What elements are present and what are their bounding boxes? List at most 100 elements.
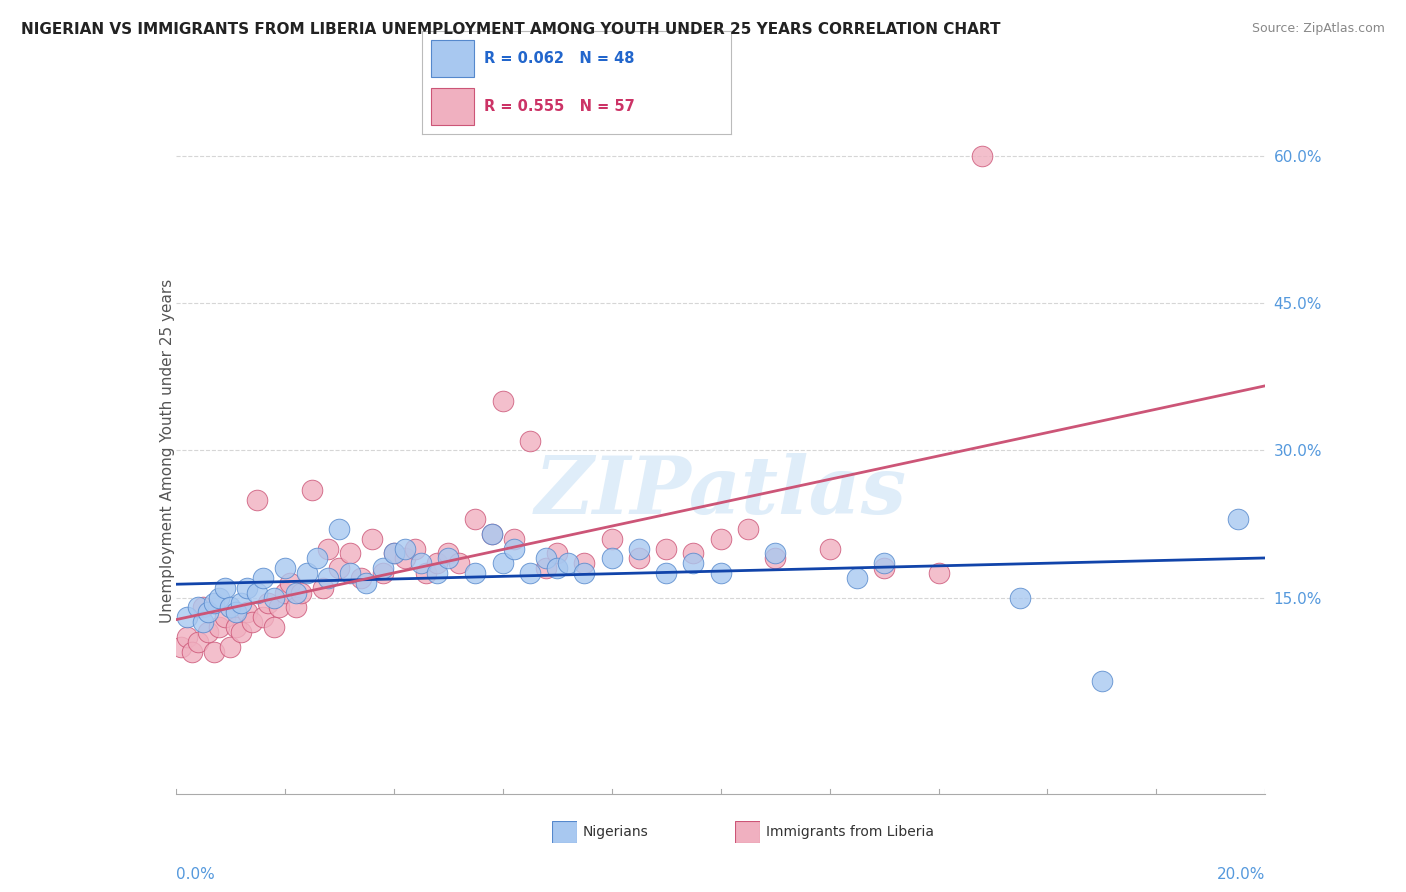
Point — [710, 566, 733, 581]
Point — [371, 566, 394, 581]
Point — [197, 624, 219, 639]
Point — [394, 551, 416, 566]
Point — [519, 434, 541, 448]
Point — [394, 541, 416, 556]
Point — [225, 620, 247, 634]
Point — [502, 532, 524, 546]
Point — [170, 640, 193, 654]
Point — [574, 557, 596, 571]
Point — [252, 571, 274, 585]
Point — [464, 512, 486, 526]
Point — [235, 581, 257, 595]
Point — [350, 571, 373, 585]
Point — [873, 557, 896, 571]
Point — [219, 640, 242, 654]
Point — [186, 600, 209, 615]
Point — [257, 596, 280, 610]
Bar — [432, 87, 474, 125]
Point — [710, 532, 733, 546]
Point — [219, 600, 242, 615]
Point — [231, 624, 253, 639]
Point — [382, 546, 405, 561]
Point — [481, 526, 503, 541]
Point — [274, 586, 297, 600]
Point — [970, 149, 993, 163]
Text: NIGERIAN VS IMMIGRANTS FROM LIBERIA UNEMPLOYMENT AMONG YOUTH UNDER 25 YEARS CORR: NIGERIAN VS IMMIGRANTS FROM LIBERIA UNEM… — [21, 22, 1001, 37]
Point — [655, 566, 678, 581]
Point — [1227, 512, 1250, 526]
Point — [600, 551, 623, 566]
Text: Nigerians: Nigerians — [582, 825, 648, 839]
Point — [208, 591, 231, 605]
Point — [312, 581, 335, 595]
Point — [284, 586, 307, 600]
Point — [415, 566, 437, 581]
Point — [181, 644, 204, 658]
Point — [318, 571, 340, 585]
Text: ZIPatlas: ZIPatlas — [534, 453, 907, 531]
Text: R = 0.555   N = 57: R = 0.555 N = 57 — [484, 99, 634, 113]
Point — [405, 541, 427, 556]
Point — [295, 566, 318, 581]
Point — [655, 541, 678, 556]
Point — [534, 561, 557, 575]
Point — [818, 541, 841, 556]
Point — [464, 566, 486, 581]
Point — [426, 566, 449, 581]
Point — [274, 561, 297, 575]
Point — [426, 557, 449, 571]
Y-axis label: Unemployment Among Youth under 25 years: Unemployment Among Youth under 25 years — [160, 278, 174, 623]
Point — [382, 546, 405, 561]
Point — [278, 576, 301, 591]
Point — [1010, 591, 1032, 605]
Point — [176, 630, 198, 644]
Point — [682, 557, 704, 571]
Point — [284, 600, 307, 615]
Point — [928, 566, 950, 581]
Point — [574, 566, 596, 581]
Point — [263, 591, 285, 605]
Text: 0.0%: 0.0% — [176, 867, 215, 882]
Text: Source: ZipAtlas.com: Source: ZipAtlas.com — [1251, 22, 1385, 36]
Point — [437, 546, 460, 561]
Point — [231, 596, 253, 610]
Point — [546, 546, 568, 561]
Point — [235, 605, 257, 619]
Point — [197, 605, 219, 619]
Point — [502, 541, 524, 556]
Point — [246, 492, 269, 507]
Text: 20.0%: 20.0% — [1218, 867, 1265, 882]
Point — [763, 546, 786, 561]
Point — [492, 394, 515, 409]
Point — [534, 551, 557, 566]
Point — [307, 551, 329, 566]
Point — [873, 561, 896, 575]
Point — [191, 615, 214, 630]
Point — [763, 551, 786, 566]
Point — [252, 610, 274, 624]
Point — [447, 557, 470, 571]
Point — [845, 571, 868, 585]
Point — [202, 596, 225, 610]
Point — [360, 532, 382, 546]
Point — [339, 566, 361, 581]
Point — [492, 557, 515, 571]
Point — [290, 586, 312, 600]
Point — [240, 615, 263, 630]
Point — [225, 605, 247, 619]
Point — [737, 522, 759, 536]
Point — [214, 610, 236, 624]
Point — [437, 551, 460, 566]
Point — [627, 551, 650, 566]
Point — [1091, 674, 1114, 689]
Point — [600, 532, 623, 546]
Point — [176, 610, 198, 624]
Point — [263, 620, 285, 634]
Point — [208, 620, 231, 634]
Point — [557, 557, 579, 571]
Point — [356, 576, 378, 591]
Point — [328, 561, 350, 575]
Point — [409, 557, 432, 571]
Point — [519, 566, 541, 581]
Point — [682, 546, 704, 561]
